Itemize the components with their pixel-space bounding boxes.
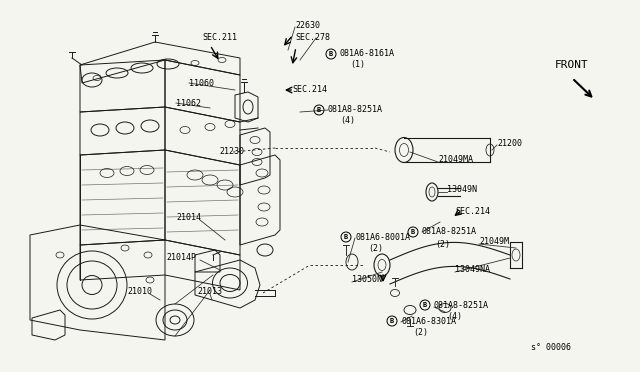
Text: 081A8-8251A: 081A8-8251A (328, 106, 383, 115)
Text: 081A8-8251A: 081A8-8251A (422, 228, 477, 237)
Text: (4): (4) (447, 312, 462, 321)
Text: 21014P: 21014P (166, 253, 196, 263)
Text: (1): (1) (350, 61, 365, 70)
Text: B: B (329, 51, 333, 57)
Text: 081A8-8251A: 081A8-8251A (434, 301, 489, 310)
Text: B: B (423, 302, 427, 308)
Text: (2): (2) (435, 240, 450, 248)
Text: B: B (317, 107, 321, 113)
Text: SEC.278: SEC.278 (295, 32, 330, 42)
Text: B: B (411, 229, 415, 235)
Text: (2): (2) (413, 327, 428, 337)
Text: 21049M: 21049M (479, 237, 509, 247)
Text: 13049N: 13049N (447, 186, 477, 195)
Text: 13050N: 13050N (352, 276, 382, 285)
Text: 21010: 21010 (127, 288, 152, 296)
Text: SEC.211: SEC.211 (202, 33, 237, 42)
Text: 21049MA: 21049MA (438, 155, 473, 164)
Text: 21014: 21014 (176, 214, 201, 222)
Text: 21013: 21013 (197, 288, 222, 296)
Text: 21200: 21200 (497, 138, 522, 148)
Text: (4): (4) (340, 116, 355, 125)
Text: SEC.214: SEC.214 (292, 86, 327, 94)
Text: (2): (2) (368, 244, 383, 253)
Text: 081A6-8301A: 081A6-8301A (401, 317, 456, 326)
Text: 11062: 11062 (176, 99, 201, 108)
Text: 21230: 21230 (219, 148, 244, 157)
Text: 11060: 11060 (189, 78, 214, 87)
Text: 081A6-8001A: 081A6-8001A (355, 232, 410, 241)
Text: FRONT: FRONT (555, 60, 589, 70)
Text: B: B (390, 318, 394, 324)
Text: SEC.214: SEC.214 (455, 208, 490, 217)
Text: B: B (344, 234, 348, 240)
Text: s° 00006: s° 00006 (531, 343, 571, 353)
Text: 22630: 22630 (295, 20, 320, 29)
Text: 081A6-8161A: 081A6-8161A (340, 49, 395, 58)
Text: 13049NA: 13049NA (455, 266, 490, 275)
